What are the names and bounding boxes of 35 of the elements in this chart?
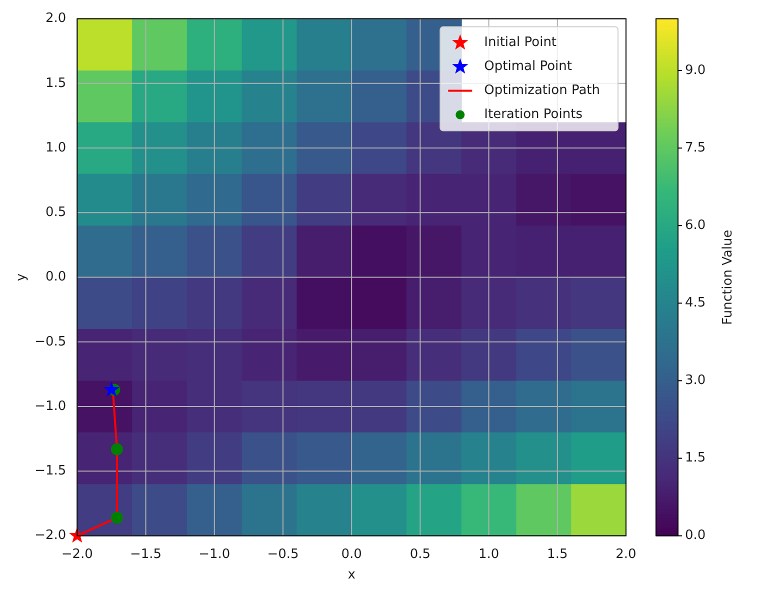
x-tick-label: −2.0 <box>61 546 93 562</box>
x-tick-label: 1.0 <box>478 546 500 562</box>
x-tick-label: −0.5 <box>267 546 299 562</box>
color-bar-label: 6.0 <box>685 218 706 233</box>
color-bar-label: 3.0 <box>685 373 706 388</box>
y-tick-label: 1.5 <box>45 76 66 91</box>
y-tick-label: 0.5 <box>45 205 66 220</box>
x-tick-label: 0.0 <box>341 546 362 562</box>
y-tick-label: −2.0 <box>34 528 66 544</box>
y-tick-label: 1.0 <box>45 140 66 156</box>
x-tick-label: 0.5 <box>410 546 431 562</box>
x-tick-label: 1.5 <box>547 546 568 562</box>
legend-label: Iteration Points <box>484 107 583 122</box>
color-bar-label: 4.5 <box>685 296 706 311</box>
y-axis-title: y <box>14 273 30 282</box>
y-tick-label: 2.0 <box>45 11 66 26</box>
legend-label: Optimization Path <box>484 83 600 98</box>
point <box>110 443 123 456</box>
x-axis-title: x <box>348 568 356 583</box>
x-tick-label: 2.0 <box>616 546 636 562</box>
color-bar-label: 0.0 <box>685 528 706 544</box>
y-tick-label: −1.5 <box>34 464 66 479</box>
y-tick-label: 0.0 <box>45 270 66 285</box>
color-bar-label: 1.5 <box>685 450 706 466</box>
color-bar-label: 9.0 <box>685 62 706 78</box>
point <box>110 512 123 524</box>
y-tick-label: −0.5 <box>34 334 66 350</box>
point <box>103 381 120 397</box>
color-bar-title: Function Value <box>720 230 736 325</box>
legend-label: Initial Point <box>484 35 557 50</box>
color-bar-label: 7.5 <box>685 140 706 156</box>
legend-label: Optimal Point <box>484 59 572 74</box>
x-tick-label: −1.5 <box>130 546 162 562</box>
y-tick-label: −1.0 <box>34 398 66 414</box>
x-tick-label: −1.0 <box>198 546 230 562</box>
